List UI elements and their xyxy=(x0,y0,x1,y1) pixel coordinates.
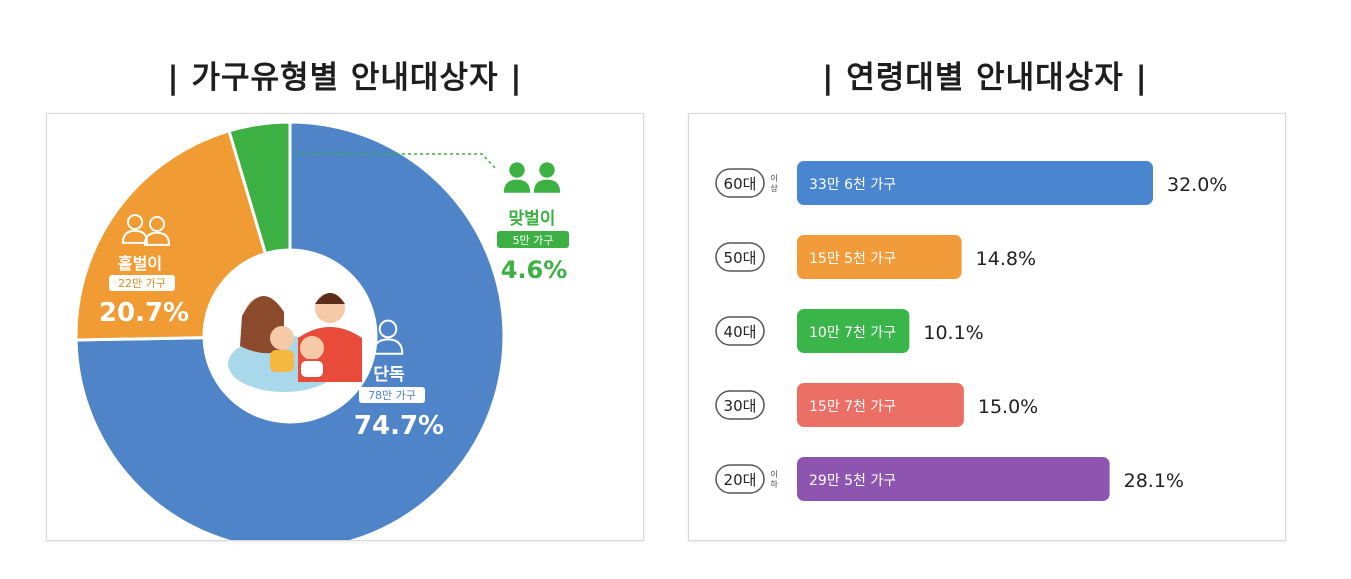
child1-body-icon xyxy=(270,350,294,372)
age-label-pill xyxy=(715,464,765,494)
family-illustration xyxy=(206,252,374,420)
dual-person-icon-2 xyxy=(533,162,561,193)
single-value-label: 74.7% xyxy=(354,411,444,441)
single-name: 단독 xyxy=(373,365,405,385)
household-type-panel: 단독 78만 가구 74.7% 홑벌이 22만 가구 20.7% 맞벌이 5만 가구 4.6% xyxy=(46,113,644,552)
bar-20대 xyxy=(797,457,1110,501)
age-group-bar-chart: 60대 이상 33만 6천 가구 32.0%50대 15만 5천 가구 14.8%40대 1… xyxy=(715,161,1227,501)
bar-count-label: 15만 5천 가구 xyxy=(809,251,896,267)
bar-count-label: 29만 5천 가구 xyxy=(809,473,896,489)
dual-count-badge xyxy=(497,231,569,248)
father-hair-icon xyxy=(315,293,345,304)
single-parent-icon-2-body xyxy=(143,231,171,246)
dual-value-label: 4.6% xyxy=(501,256,568,284)
dual-count-label: 5만 가구 xyxy=(513,234,554,247)
bar-count-label: 10만 7천 가구 xyxy=(809,325,896,341)
bar-count-label: 33만 6천 가구 xyxy=(809,177,896,193)
dual-person-icon-1-body xyxy=(503,179,531,193)
age-suffix-bottom: 하 xyxy=(770,479,778,489)
dual-person-icon-1 xyxy=(503,162,531,193)
bar-60대 xyxy=(797,161,1153,205)
bar-value-label: 32.0% xyxy=(1167,174,1227,196)
single-count-label: 78만 가구 xyxy=(368,389,416,402)
age-label: 20대 xyxy=(724,471,757,489)
age-group-panel: 60대 이 상 33만 6천 가구 32.0% 50대 15만 5천 가구 14.8% 40대 1… xyxy=(688,113,1286,541)
child2-head-icon xyxy=(300,336,324,360)
bar-value-label: 10.1% xyxy=(923,322,983,344)
single-person-icon xyxy=(372,319,404,355)
single-person-icon-head xyxy=(378,319,398,339)
age-label-pill xyxy=(715,390,765,420)
left-chart-title: | 가구유형별 안내대상자 | xyxy=(167,60,523,96)
child2-body-icon xyxy=(299,359,325,379)
dual-person-icon-2-body xyxy=(533,179,561,193)
age-label: 60대 xyxy=(724,175,757,193)
donut-slice-single xyxy=(74,120,506,552)
age-label-pill xyxy=(715,242,765,272)
age-label: 50대 xyxy=(724,249,757,267)
age-label-pill xyxy=(715,316,765,346)
donut-slice-grandparent xyxy=(227,120,292,256)
child1-head-icon xyxy=(270,326,294,350)
callout-leader-line xyxy=(294,153,498,171)
single-parent-count-label: 22만 가구 xyxy=(118,277,166,290)
single-parent-count-badge xyxy=(109,275,175,291)
single-parent-value-label: 20.7% xyxy=(99,298,189,328)
single-parent-icon-2 xyxy=(143,215,171,246)
dual-person-icon-2-head xyxy=(539,162,555,178)
bar-value-label: 15.0% xyxy=(978,396,1038,418)
single-count-badge xyxy=(359,387,425,403)
age-suffix-top: 이 xyxy=(770,469,777,479)
household-type-donut-chart: 단독 78만 가구 74.7% 홑벌이 22만 가구 20.7% 맞벌이 5만 가구 4.6% xyxy=(74,120,569,552)
bar-count-label: 15만 7천 가구 xyxy=(809,399,896,415)
dual-person-icon-1-head xyxy=(509,162,525,178)
single-parent-icon-1-head xyxy=(126,213,144,231)
bar-value-label: 28.1% xyxy=(1124,470,1184,492)
right-chart-title: | 연령대별 안내대상자 | xyxy=(822,60,1148,96)
age-label-pill xyxy=(715,168,765,198)
age-suffix-top: 이 xyxy=(770,173,777,183)
age-suffix-bottom: 상 xyxy=(770,183,778,193)
bar-value-label: 14.8% xyxy=(976,248,1036,270)
age-label: 40대 xyxy=(724,323,757,341)
single-parent-name: 홑벌이 xyxy=(118,254,162,273)
bar-30대 xyxy=(797,383,964,427)
age-label: 30대 xyxy=(724,397,757,415)
single-person-icon-body xyxy=(372,338,404,355)
single-parent-icon-2-head xyxy=(148,215,166,233)
bar-50대 xyxy=(797,235,962,279)
bar-40대 xyxy=(797,309,910,353)
dual-name: 맞벌이 xyxy=(509,209,556,229)
